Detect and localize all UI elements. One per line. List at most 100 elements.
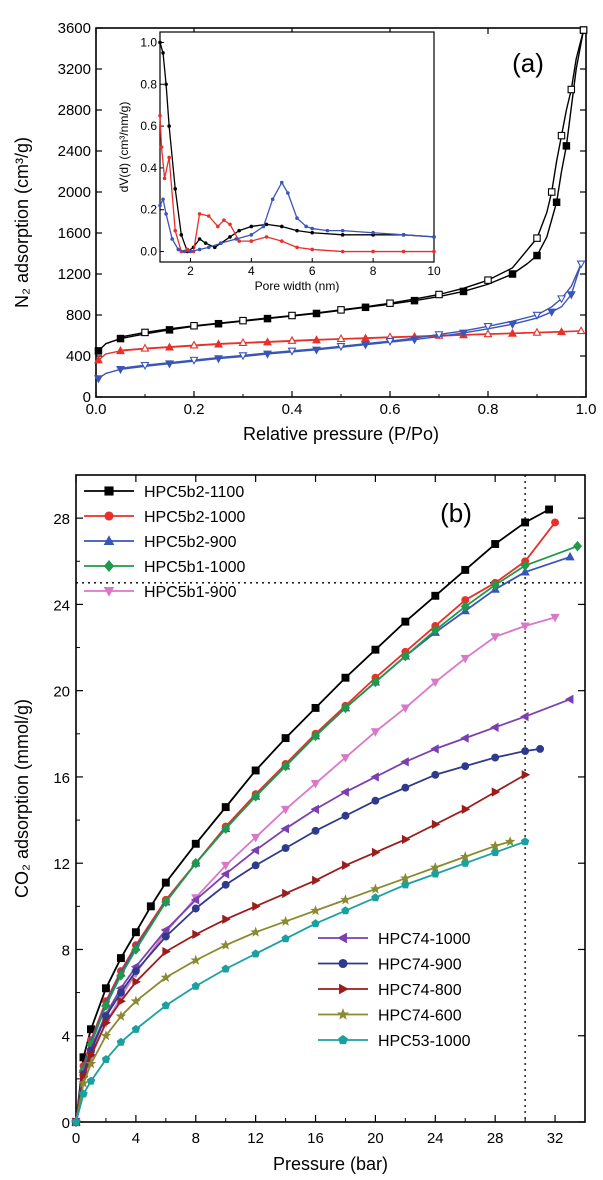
a-series-2-adsorption-point [263,350,272,359]
inset-series-1-point [197,212,202,216]
inset-series-0-point [237,228,241,233]
a-series-2-desorption-point [434,331,444,340]
b-series-0-point [131,928,140,937]
a-series-0-desorption-point [386,299,394,307]
inset-series-0-point [310,230,315,235]
b-panel-label: (b) [440,498,472,528]
a-series-0-adsorption-point [459,287,468,296]
a-series-1-desorption-line [120,330,582,352]
b-series-5-point [370,772,379,782]
inset-y-axis-label: dV(d) (cm³/nm/g) [117,102,131,193]
b-series-4-point [400,704,411,713]
a-series-1-desorption-point [576,326,586,335]
b-legend-marker [104,511,114,521]
a-y-axis-label: N₂ adsorption (cm³/g) [12,137,32,308]
b-series-8-point [100,1030,112,1041]
a-series-0-adsorption-point [214,319,223,328]
b-series-6-point [221,880,230,889]
inset-series-0-point [197,237,202,241]
inset-series-1-point [185,247,190,252]
b-series-9-point [461,858,470,867]
b-series-4-point [460,654,470,664]
b-legend-marker [103,587,115,597]
b-series-7-point [87,1050,97,1060]
b-series-9-point [520,837,530,846]
inset-series-2-point [182,249,187,254]
b-y-tick-label: 24 [53,597,70,614]
a-series-0-adsorption-point [361,303,370,312]
inset-series-1-point [264,235,269,239]
b-series-6-point [371,796,380,805]
a-series-0-desorption-point [547,188,556,196]
b-series-3-point [101,1000,111,1011]
b-legend-marker [338,958,348,969]
inset-x-tick-label: 2 [187,264,194,278]
b-series-0-point [146,902,155,911]
b-series-3-point [131,944,141,955]
b-series-8-point [280,915,291,926]
a-series-0-adsorption-point [562,142,571,150]
b-series-4-point [550,613,560,623]
b-series-1-point [551,518,560,527]
b-series-2-point [520,566,530,576]
b-series-9-point [371,893,380,902]
b-series-3-point [400,650,410,662]
b-series-6-point [491,753,500,762]
b-series-7-point [431,819,441,830]
b-series-8-point [220,939,231,950]
a-x-tick-label: 0.0 [86,401,107,418]
b-x-tick-label: 28 [487,1130,504,1147]
b-series-5-point [250,845,260,855]
b-series-9-point [221,964,230,973]
b-legend-label: HPC53-1000 [378,1033,471,1050]
inset-series-2-point [432,235,436,239]
inset-series-1-point [216,224,220,229]
b-series-5-point [430,744,439,754]
inset-series-1-point [173,228,178,233]
b-series-0-point [371,645,380,654]
a-series-1-desorption-point [189,340,199,349]
inset-series-0-point [161,51,165,55]
b-legend-marker [103,559,115,573]
a-series-0-desorption-point [141,328,149,337]
b-axes-frame [75,474,586,1123]
b-series-0-point [341,673,350,682]
b-legend-label: HPC74-800 [378,982,462,999]
b-series-3-point [161,896,171,908]
a-series-2-desorption-point [140,361,150,371]
inset-series-1-point [340,249,345,254]
inset-series-0-point [179,233,184,237]
inset-series-2-point [206,245,211,250]
inset-series-2-point [219,241,223,245]
b-series-3-point [191,857,201,869]
b-series-5-point [220,869,230,879]
b-series-4-point [370,728,381,737]
b-legend-label: HPC5b2-900 [144,534,237,551]
inset-series-0-point [249,224,254,229]
b-series-6-point [251,861,260,870]
b-series-7-point [80,1072,89,1082]
b-series-3-point [520,560,530,571]
b-series-0-point [116,954,125,963]
b-legend-label: HPC74-1000 [378,931,471,948]
inset-series-2-point [279,180,284,185]
a-series-2-desorption-point [336,342,346,352]
b-x-tick-label: 12 [247,1130,264,1147]
b-series-8-point [310,905,321,916]
a-panel-label: (a) [512,48,544,78]
a-series-2-adsorption-point [312,346,321,355]
b-y-axis-label: CO₂ adsorption (mmol/g) [12,699,32,898]
inset-series-1-point [162,176,167,181]
b-series-9-point [311,919,320,928]
inset-series-0-point [264,222,269,227]
b-series-9-point [79,1089,88,1098]
b-series-8-point [340,894,351,905]
inset-series-1-point [159,145,164,149]
a-series-2-adsorption-line [98,263,582,380]
inset-series-2-point [234,237,238,241]
a-y-tick-label: 1600 [58,225,91,242]
inset-series-1-point [279,239,284,243]
b-y-tick-label: 4 [62,1029,70,1046]
inset-y-tick-label: 0.6 [140,119,157,133]
